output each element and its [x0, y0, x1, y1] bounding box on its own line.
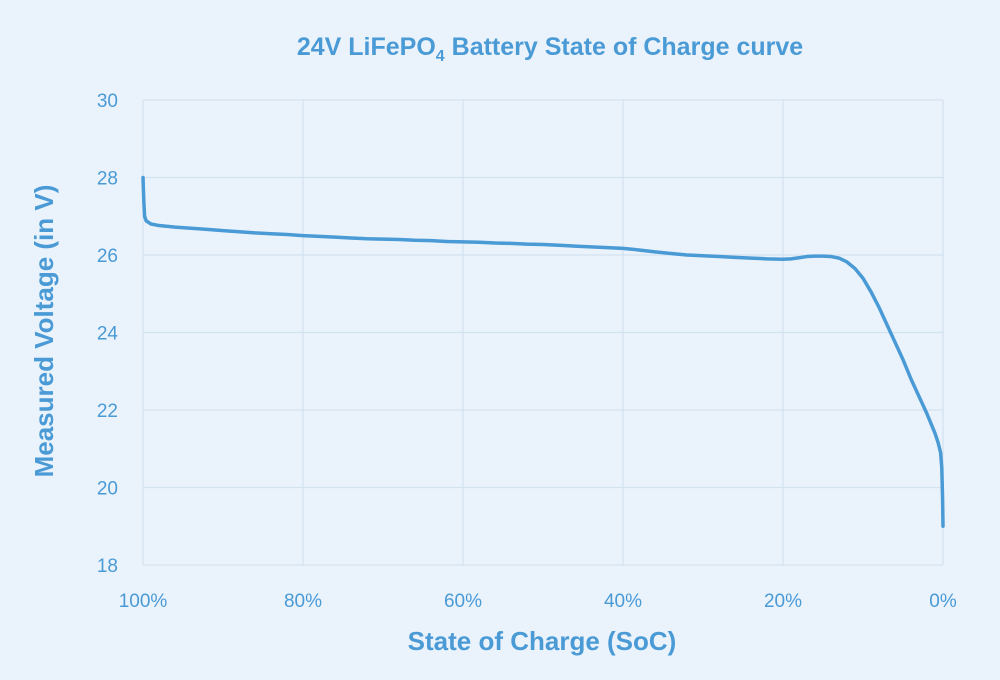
x-tick-label: 60%: [444, 591, 482, 612]
y-tick-label: 20: [97, 479, 118, 500]
y-tick-label: 22: [97, 401, 118, 422]
chart-title-rest: Battery State of Charge curve: [445, 33, 804, 61]
grid-lines: [142, 99, 944, 566]
y-tick-label: 26: [97, 246, 118, 267]
y-axis-label: Measured Voltage (in V): [29, 185, 59, 478]
x-tick-label: 100%: [119, 591, 168, 612]
y-tick-label: 18: [97, 556, 118, 577]
chart-title-main: 24V LiFePO: [297, 33, 436, 61]
y-tick-label: 28: [97, 169, 118, 190]
chart-title: 24V LiFePO4 Battery State of Charge curv…: [297, 33, 803, 65]
tick-labels: 18 20 22 24 26 28 30 100% 80% 60% 40% 20% 0%: [97, 91, 957, 612]
y-tick-label: 24: [97, 324, 119, 345]
x-tick-label: 80%: [284, 591, 322, 612]
x-tick-label: 0%: [929, 591, 957, 612]
x-tick-label: 20%: [764, 591, 802, 612]
chart-title-subscript: 4: [436, 48, 445, 65]
x-tick-label: 40%: [604, 591, 642, 612]
voltage-curve: [141, 175, 945, 528]
x-axis-label: State of Charge (SoC): [408, 626, 677, 656]
y-tick-label: 30: [97, 91, 118, 112]
